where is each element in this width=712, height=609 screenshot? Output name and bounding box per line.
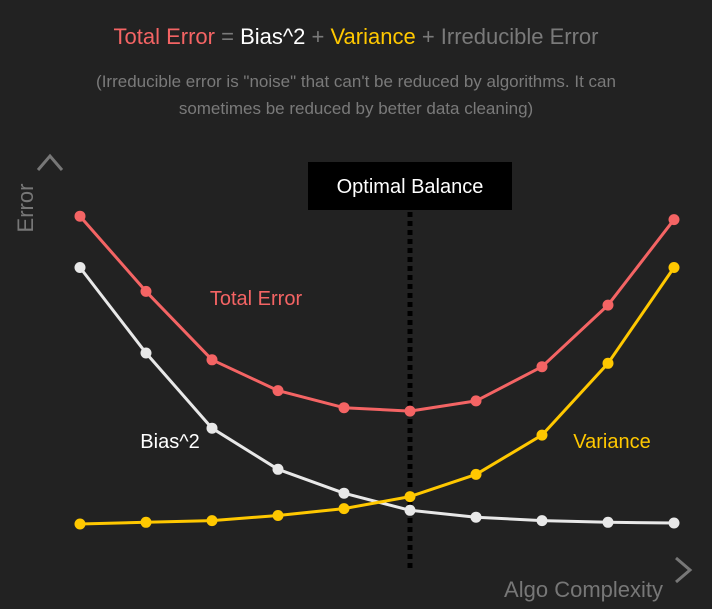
data-point-bias-10: [668, 517, 680, 529]
series-total-error: [74, 210, 680, 417]
data-point-bias-9: [602, 516, 614, 528]
data-point-bias-7: [470, 511, 482, 523]
data-point-total-2: [140, 285, 152, 297]
data-point-variance-10: [668, 262, 680, 273]
data-point-variance-8: [536, 429, 548, 441]
data-point-total-8: [536, 361, 548, 373]
data-point-total-9: [602, 299, 614, 311]
data-point-variance-5: [338, 503, 350, 515]
data-point-total-4: [272, 385, 284, 397]
data-point-total-3: [206, 354, 218, 366]
series-label-variance: Variance: [573, 431, 650, 453]
data-point-total-10: [668, 214, 680, 226]
formula-equals: =: [214, 24, 241, 49]
data-point-variance-9: [602, 357, 614, 369]
series-label-total-error: Total Error: [210, 288, 303, 310]
series-line-total: [78, 215, 676, 413]
y-axis-arrow-icon: [36, 153, 64, 171]
data-point-total-7: [470, 395, 482, 407]
series-bias: [74, 262, 680, 529]
data-point-bias-5: [338, 487, 350, 499]
data-point-bias-3: [206, 422, 218, 434]
data-point-total-5: [338, 402, 350, 414]
data-point-total-1: [74, 210, 86, 222]
data-point-variance-2: [140, 516, 152, 528]
x-axis-label: Algo Complexity: [504, 577, 663, 602]
subtitle-line-1: (Irreducible error is "noise" that can't…: [96, 72, 616, 91]
optimal-balance-label: Optimal Balance: [337, 176, 484, 198]
series-label-bias: Bias^2: [140, 431, 199, 453]
data-point-bias-4: [272, 463, 284, 475]
formula-bias: Bias^2: [240, 24, 306, 49]
chart-title-formula: Total Error = Bias^2 + Variance + Irredu…: [0, 22, 712, 52]
formula-plus-1: +: [305, 24, 331, 49]
formula-plus-2: +: [415, 24, 441, 49]
data-point-bias-8: [536, 515, 548, 527]
x-axis-arrow-icon: [675, 556, 693, 584]
series-line-variance: [79, 266, 676, 526]
y-axis-label: Error: [13, 184, 38, 233]
data-point-variance-4: [272, 510, 284, 521]
data-point-variance-1: [74, 518, 86, 530]
data-point-variance-3: [206, 515, 218, 527]
formula-irreducible-error: Irreducible Error: [440, 24, 599, 49]
data-point-bias-1: [74, 262, 86, 273]
optimal-balance-box: [308, 162, 512, 210]
data-point-variance-6: [404, 491, 416, 503]
series-variance: [74, 262, 680, 530]
formula-total-error: Total Error: [113, 24, 215, 49]
data-point-bias-2: [140, 347, 152, 359]
chart-subtitle-note: (Irreducible error is "noise" that can't…: [0, 68, 712, 122]
subtitle-line-2: sometimes be reduced by better data clea…: [178, 99, 534, 118]
series-line-bias: [78, 266, 675, 525]
data-point-bias-6: [404, 504, 416, 516]
formula-variance: Variance: [330, 24, 416, 49]
data-point-variance-7: [470, 468, 482, 480]
data-point-total-6: [404, 405, 416, 417]
